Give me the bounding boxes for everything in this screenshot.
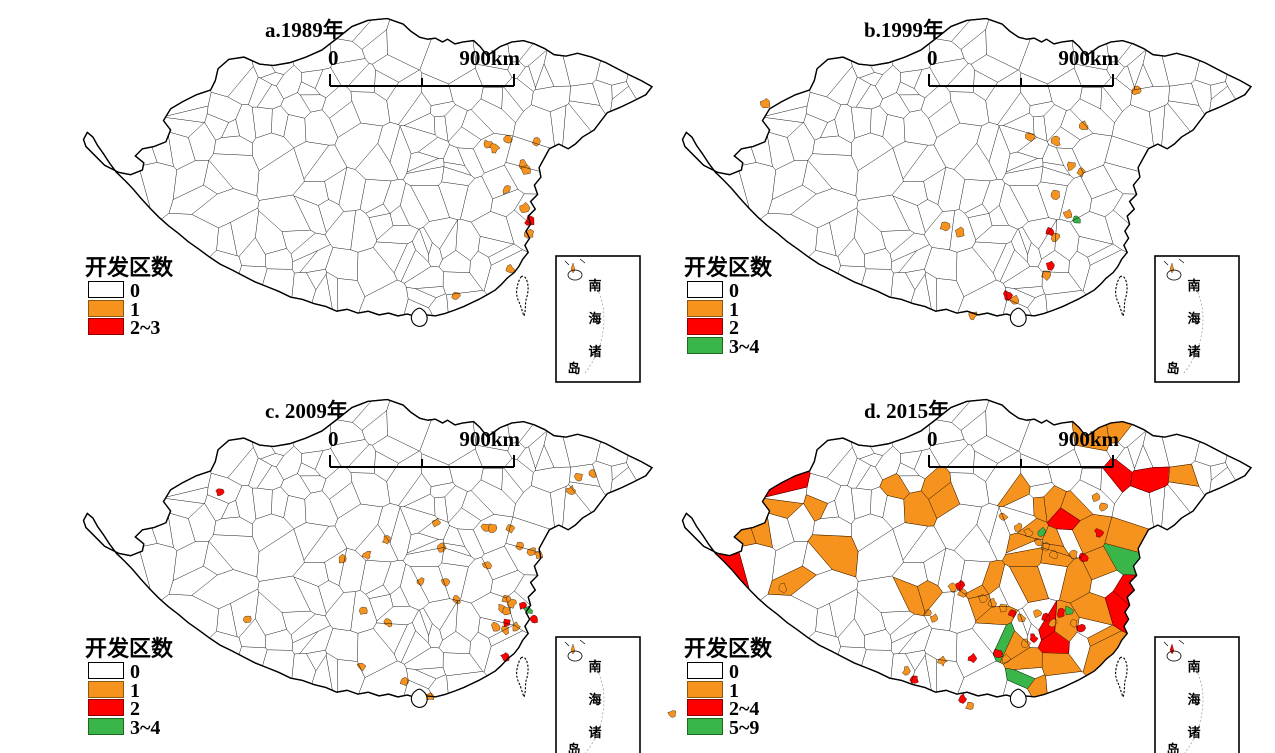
svg-text:岛: 岛 <box>1166 742 1179 753</box>
svg-text:海: 海 <box>1187 692 1200 707</box>
svg-text:诸: 诸 <box>1187 344 1200 359</box>
svg-text:海: 海 <box>1187 311 1200 326</box>
svg-text:诸: 诸 <box>1187 725 1200 740</box>
svg-text:岛: 岛 <box>567 742 580 753</box>
svg-text:岛: 岛 <box>567 361 580 376</box>
svg-text:岛: 岛 <box>1166 361 1179 376</box>
